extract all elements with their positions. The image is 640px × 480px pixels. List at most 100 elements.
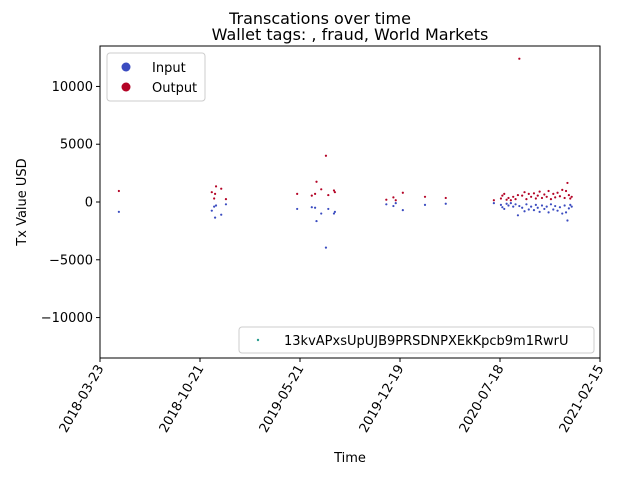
input-point-53 bbox=[564, 211, 568, 214]
input-point-10 bbox=[315, 219, 318, 223]
input-point-22 bbox=[492, 202, 495, 205]
input-point-32 bbox=[518, 204, 521, 208]
input-point-18 bbox=[394, 202, 397, 205]
output-point-26 bbox=[505, 198, 508, 201]
input-point-40 bbox=[536, 206, 539, 209]
y-axis: −10000 −5000 0 5000 10000 bbox=[41, 80, 100, 326]
input-point-48 bbox=[554, 204, 557, 208]
input-point-19 bbox=[401, 208, 404, 212]
output-point-22 bbox=[492, 199, 495, 202]
input-point-49 bbox=[556, 209, 559, 212]
input-point-11 bbox=[320, 212, 323, 215]
output-point-40 bbox=[536, 194, 539, 197]
output-point-35 bbox=[525, 198, 528, 201]
output-point-16 bbox=[385, 198, 388, 201]
output-point-17 bbox=[392, 196, 395, 199]
output-point-25 bbox=[503, 192, 506, 196]
legend-wallet-marker bbox=[256, 338, 260, 342]
input-point-42 bbox=[540, 204, 544, 207]
chart-suptitle: Transcations over time bbox=[228, 9, 411, 28]
output-point-23 bbox=[499, 197, 503, 200]
input-point-21 bbox=[444, 202, 447, 205]
output-point-18 bbox=[394, 199, 397, 202]
output-point-7 bbox=[296, 192, 299, 196]
input-point-12 bbox=[324, 246, 328, 249]
output-point-33 bbox=[521, 194, 524, 197]
output-point-36 bbox=[527, 192, 530, 196]
output-point-46 bbox=[549, 198, 553, 201]
input-point-57 bbox=[570, 205, 573, 208]
input-point-27 bbox=[507, 204, 510, 207]
output-point-29 bbox=[512, 195, 515, 198]
output-point-45 bbox=[547, 189, 550, 193]
legend-main: Input Output bbox=[106, 52, 206, 102]
legend-wallet: 13kvAPxsUpUJB9PRSDNPXEkKpcb9m1RwrU bbox=[238, 326, 595, 354]
input-point-33 bbox=[521, 206, 524, 209]
input-point-5 bbox=[220, 213, 223, 216]
input-point-37 bbox=[530, 205, 533, 208]
input-point-26 bbox=[505, 202, 508, 205]
y-tick-label-0: −10000 bbox=[41, 311, 93, 326]
y-tick-label-3: 5000 bbox=[60, 138, 93, 153]
input-point-15 bbox=[333, 210, 337, 213]
legend-main-frame bbox=[106, 52, 206, 102]
output-point-38 bbox=[532, 192, 536, 195]
output-point-28 bbox=[509, 199, 512, 202]
output-point-42 bbox=[540, 196, 544, 200]
output-point-30 bbox=[514, 198, 517, 201]
output-point-12 bbox=[324, 154, 328, 157]
input-point-16 bbox=[385, 203, 388, 206]
output-point-41 bbox=[538, 190, 541, 193]
output-point-51 bbox=[561, 188, 564, 191]
y-tick-label-2: 0 bbox=[85, 196, 93, 211]
output-point-15 bbox=[333, 191, 337, 194]
output-point-10 bbox=[315, 180, 318, 183]
output-point-20 bbox=[423, 195, 427, 198]
input-point-14 bbox=[332, 212, 336, 215]
output-point-48 bbox=[554, 196, 557, 199]
input-point-47 bbox=[552, 208, 555, 211]
output-point-8 bbox=[310, 194, 313, 197]
output-point-43 bbox=[543, 193, 546, 196]
output-point-55 bbox=[567, 193, 570, 197]
input-point-45 bbox=[547, 211, 550, 214]
output-point-39 bbox=[534, 197, 537, 200]
input-point-31 bbox=[516, 214, 520, 217]
x-axis-label: Time bbox=[333, 451, 366, 466]
legend-wallet-frame bbox=[238, 326, 595, 354]
output-point-31 bbox=[516, 193, 520, 197]
input-point-4 bbox=[214, 204, 218, 207]
input-point-34 bbox=[523, 210, 526, 213]
input-point-29 bbox=[512, 205, 515, 208]
output-point-11 bbox=[320, 188, 323, 191]
output-point-54 bbox=[566, 181, 569, 185]
output-point-1 bbox=[210, 191, 213, 194]
output-point-3 bbox=[213, 192, 217, 196]
legend-input-marker bbox=[121, 62, 131, 72]
input-point-43 bbox=[543, 207, 546, 211]
y-tick-label-1: −5000 bbox=[49, 253, 93, 268]
output-point-14 bbox=[332, 189, 336, 192]
input-point-0 bbox=[117, 210, 120, 213]
chart-title: Wallet tags: , fraud, World Markets bbox=[212, 25, 489, 44]
legend-wallet-label: 13kvAPxsUpUJB9PRSDNPXEkKpcb9m1RwrU bbox=[284, 334, 569, 349]
output-point-4 bbox=[214, 185, 218, 188]
output-point-47 bbox=[552, 192, 555, 196]
input-point-30 bbox=[514, 203, 517, 206]
y-tick-label-4: 10000 bbox=[52, 80, 93, 95]
input-point-36 bbox=[527, 208, 530, 211]
input-point-20 bbox=[423, 203, 427, 206]
input-point-54 bbox=[566, 219, 569, 222]
input-point-2 bbox=[213, 205, 216, 208]
input-point-9 bbox=[313, 206, 317, 209]
input-point-52 bbox=[563, 204, 566, 207]
input-point-28 bbox=[509, 202, 512, 205]
input-point-17 bbox=[392, 204, 395, 208]
output-point-21 bbox=[444, 196, 447, 200]
output-point-19 bbox=[401, 191, 404, 194]
output-point-50 bbox=[558, 195, 562, 198]
scatter-marks bbox=[117, 57, 573, 249]
legend-output-label: Output bbox=[152, 81, 197, 96]
output-point-32 bbox=[518, 57, 521, 60]
